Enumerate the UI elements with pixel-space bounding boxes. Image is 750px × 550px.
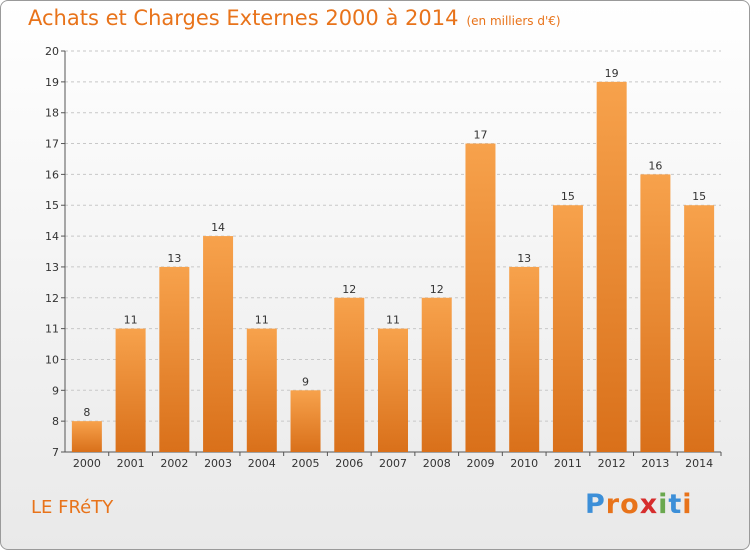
bar-value-label: 15 [561,190,575,203]
bar-value-label: 13 [517,252,531,265]
bar [203,236,234,452]
x-tick-label: 2003 [204,457,232,470]
bar [246,328,277,452]
y-tick-label: 11 [45,323,59,336]
bar [290,390,321,452]
bar [465,143,496,453]
x-tick-label: 2012 [598,457,626,470]
bar [115,328,146,452]
logo-letter: i [658,489,669,520]
y-tick-label: 15 [45,199,59,212]
bar [334,297,365,452]
y-tick-label: 16 [45,168,59,181]
bar-value-label: 14 [211,221,225,234]
y-tick-label: 7 [52,446,59,459]
bar [71,421,102,452]
y-tick-label: 9 [52,384,59,397]
bar [640,174,671,452]
logo-letter: x [639,489,659,520]
x-tick-label: 2010 [510,457,538,470]
bar-value-label: 13 [167,252,181,265]
x-tick-label: 2004 [248,457,276,470]
unit-label: (en milliers d'€) [466,14,561,28]
bar [378,328,408,452]
chart-title: Achats et Charges Externes 2000 à 2014 (e… [28,6,561,30]
bar-value-label: 12 [342,283,356,296]
y-tick-label: 8 [52,415,59,428]
logo-letter: P [585,489,606,520]
bar-value-label: 11 [255,314,269,327]
x-tick-label: 2011 [554,457,582,470]
x-tick-label: 2000 [73,457,101,470]
bar-value-label: 19 [605,67,619,80]
logo-letter: r [605,489,621,520]
x-tick-label: 2007 [379,457,407,470]
x-tick-label: 2009 [466,457,494,470]
y-tick-label: 19 [45,76,59,89]
bar [421,297,452,452]
bar [596,81,627,452]
commune-name: LE FRéTY [31,497,114,518]
logo-letter: o [620,489,640,520]
bar-value-label: 11 [124,314,138,327]
bar-value-label: 8 [83,406,90,419]
y-tick-label: 17 [45,138,59,151]
x-tick-label: 2014 [685,457,713,470]
bar-value-label: 17 [473,129,487,142]
y-tick-label: 12 [45,292,59,305]
bar-value-label: 16 [648,159,662,172]
bar-value-label: 15 [692,190,706,203]
logo-letter: t [668,489,683,520]
x-tick-label: 2006 [335,457,363,470]
x-tick-label: 2008 [423,457,451,470]
y-tick-label: 20 [45,45,59,58]
bar [684,205,715,452]
bar [159,266,190,452]
y-tick-label: 18 [45,107,59,120]
proxiti-logo: Proxiti [585,489,693,520]
bar-value-label: 12 [430,283,444,296]
bar-value-label: 9 [302,375,309,388]
bar-value-label: 11 [386,314,400,327]
x-tick-label: 2013 [641,457,669,470]
logo-letter: i [682,489,693,520]
x-tick-label: 2001 [117,457,145,470]
y-tick-label: 10 [45,353,59,366]
x-tick-label: 2005 [292,457,320,470]
bar [509,266,540,452]
x-tick-label: 2002 [160,457,188,470]
bar [552,205,583,452]
y-tick-label: 13 [45,261,59,274]
y-tick-label: 14 [45,230,59,243]
